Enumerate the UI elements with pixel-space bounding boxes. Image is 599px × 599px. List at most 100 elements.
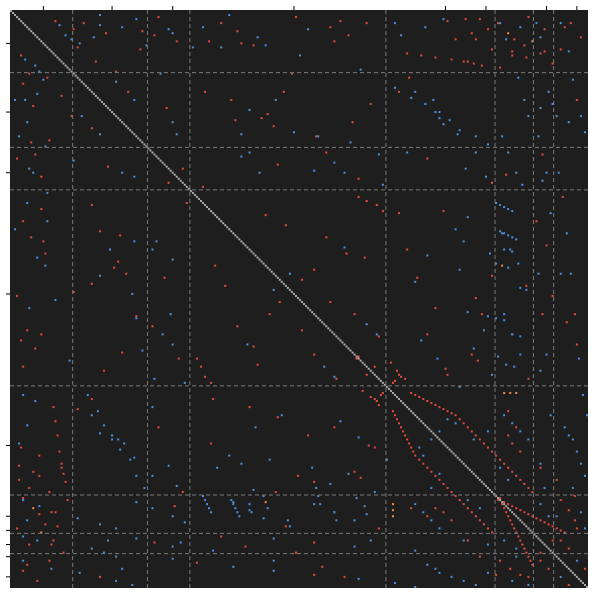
heatmap-cell <box>509 519 512 522</box>
heatmap-cell <box>224 284 227 287</box>
heatmap-cell <box>98 274 101 277</box>
diagonal-cell <box>123 123 126 126</box>
diagonal-cell <box>525 525 528 528</box>
heatmap-cell <box>490 181 494 184</box>
heatmap-cell <box>446 373 449 376</box>
heatmap-cell <box>177 357 180 360</box>
heatmap-cell <box>16 294 19 297</box>
heatmap-cell <box>155 240 158 243</box>
diagonal-cell <box>286 286 289 289</box>
heatmap-cell <box>490 373 494 376</box>
diagonal-cell <box>274 274 277 277</box>
diagonal-cell <box>127 127 130 130</box>
diagonal-cell <box>204 204 207 207</box>
diagonal-cell <box>96 96 99 99</box>
diagonal-cell <box>535 535 538 538</box>
heatmap-cell <box>40 531 43 534</box>
heatmap-cell <box>373 490 376 494</box>
heatmap-cell <box>161 333 164 336</box>
heatmap-cell <box>240 133 243 136</box>
heatmap-cell <box>454 38 457 41</box>
diagonal-cell <box>42 42 45 45</box>
heatmap-cell <box>446 410 449 413</box>
diagonal-cell <box>565 565 568 568</box>
heatmap-cell <box>34 400 37 403</box>
heatmap-cell <box>426 254 429 257</box>
diagonal-cell <box>183 183 186 186</box>
diagonal-cell <box>442 442 445 445</box>
heatmap-cell <box>375 400 378 403</box>
heatmap-cell <box>499 458 502 461</box>
diagonal-cell <box>375 375 378 378</box>
heatmap-cell <box>373 365 376 368</box>
heatmap-cell <box>486 446 489 449</box>
diagonal-cell <box>363 363 366 366</box>
heatmap-cell <box>357 577 360 580</box>
heatmap-cell <box>545 353 548 356</box>
heatmap-cell <box>507 234 510 237</box>
heatmap-cell <box>133 456 136 459</box>
heatmap-cell <box>480 64 483 67</box>
heatmap-cell <box>325 151 328 154</box>
heatmap-cell <box>426 400 429 403</box>
heatmap-cell <box>410 507 413 510</box>
diagonal-cell <box>507 507 510 510</box>
heatmap-cell <box>486 143 489 146</box>
heatmap-cell <box>509 567 512 570</box>
diagonal-cell <box>414 414 417 417</box>
heatmap-cell <box>513 38 516 41</box>
heatmap-cell <box>535 517 538 520</box>
heatmap-cell <box>511 505 514 508</box>
heatmap-cell <box>563 426 566 429</box>
diagonal-cell <box>398 398 401 401</box>
heatmap-cell <box>462 60 465 63</box>
heatmap-cell <box>515 171 518 174</box>
heatmap-cell <box>315 135 318 138</box>
heatmap-cell <box>98 14 101 17</box>
heatmap-cell <box>102 424 105 427</box>
diagonal-cell <box>527 527 530 530</box>
heatmap-cell <box>38 474 41 477</box>
diagonal-cell <box>216 216 219 219</box>
heatmap-cell <box>577 357 580 360</box>
heatmap-cell <box>400 375 403 378</box>
heatmap-cell <box>430 486 433 489</box>
heatmap-cell <box>531 40 534 43</box>
heatmap-cell <box>539 503 542 506</box>
diagonal-cell <box>163 163 166 166</box>
heatmap-cell <box>442 18 445 21</box>
diagonal-cell <box>367 367 370 370</box>
diagonal-cell <box>317 317 320 320</box>
heatmap-cell <box>80 115 83 118</box>
heatmap-cell <box>343 171 346 174</box>
diagonal-cell <box>462 462 465 465</box>
heatmap-cell <box>466 499 469 502</box>
heatmap-cell <box>490 274 494 277</box>
heatmap-cell <box>474 583 477 586</box>
diagonal-cell <box>569 569 572 572</box>
heatmap-cell <box>519 450 522 453</box>
heatmap-cell <box>359 68 362 71</box>
diagonal-cell <box>189 189 192 192</box>
heatmap-cell <box>525 288 528 291</box>
heatmap-cell <box>228 14 231 17</box>
heatmap-cell <box>414 280 417 283</box>
heatmap-cell <box>523 482 526 485</box>
diagonal-cell <box>503 503 506 506</box>
heatmap-cell <box>42 240 45 243</box>
diagonal-cell <box>262 262 265 265</box>
heatmap-cell <box>212 549 215 552</box>
heatmap-cell <box>171 258 174 261</box>
heatmap-cell <box>325 236 328 239</box>
heatmap-cell <box>406 248 409 251</box>
diagonal-cell <box>329 329 332 332</box>
heatmap-cell <box>559 539 562 542</box>
heatmap-cell <box>462 539 465 542</box>
heatmap-cell <box>521 543 524 546</box>
heatmap-cell <box>406 52 409 55</box>
heatmap-cell <box>163 276 166 279</box>
heatmap-cell <box>266 507 269 510</box>
diagonal-cell <box>135 135 138 138</box>
heatmap-cell <box>503 507 506 510</box>
heatmap-cell <box>185 201 188 205</box>
